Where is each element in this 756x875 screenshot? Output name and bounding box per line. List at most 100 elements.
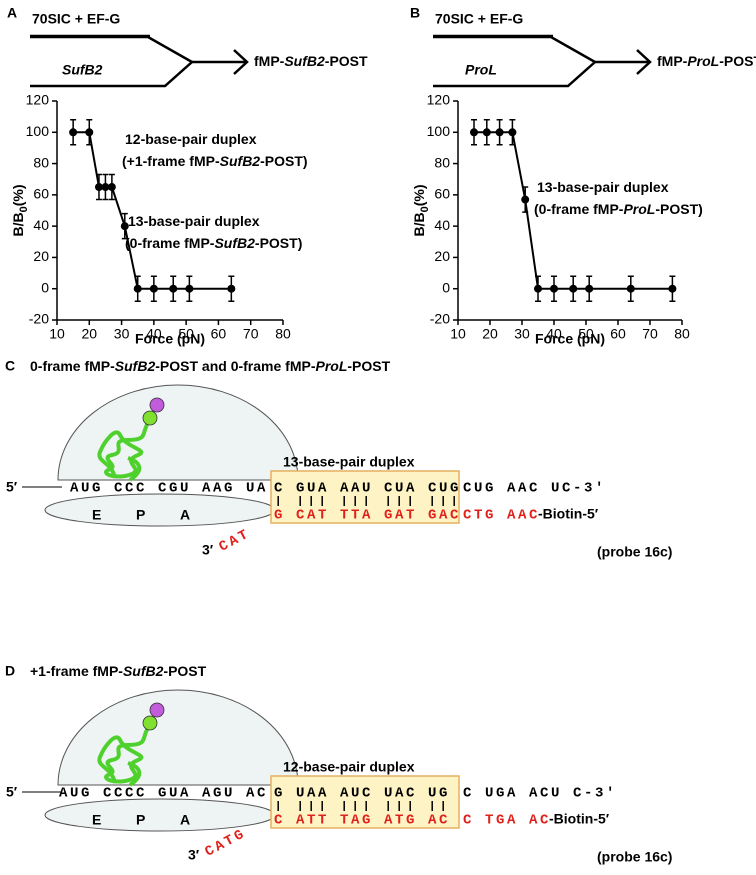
probe-right: CTG AAC — [463, 508, 540, 524]
probe-end: -Biotin-5′ — [549, 811, 610, 827]
five-prime: 5′ — [6, 784, 18, 800]
x-tick-label: 50 — [178, 326, 194, 342]
y-tick-label: 120 — [427, 92, 451, 108]
y-tick-label: 40 — [434, 217, 450, 233]
annotation-part: ProL — [623, 201, 655, 217]
scheme-bottom: SufB2 — [62, 62, 103, 78]
five-prime: 5′ — [6, 479, 18, 495]
annotation-part: 12-base-pair duplex — [125, 131, 257, 147]
y-tick-label: 20 — [33, 248, 49, 264]
marker — [149, 284, 158, 293]
scheme-product-part: SufB2 — [284, 53, 325, 69]
probe-name: (probe 16c) — [597, 544, 672, 560]
x-tick-label: 10 — [49, 326, 65, 342]
x-tick-label: 30 — [114, 326, 130, 342]
probe-name: (probe 16c) — [597, 849, 672, 865]
site-label: E — [92, 507, 101, 523]
panel-label: A — [7, 5, 17, 21]
small-subunit — [57, 384, 299, 481]
x-tick-label: 30 — [514, 326, 530, 342]
marker — [133, 284, 142, 293]
scheme-arrow-line — [595, 49, 652, 75]
y-axis-label-part: (%) — [411, 184, 427, 206]
scheme-product-part: ProL — [687, 53, 719, 69]
scheme-product: fMP-ProL-POST — [657, 53, 756, 69]
y-tick-label: 80 — [33, 154, 49, 170]
marker — [569, 284, 578, 293]
annotation-part: (0-frame fMP- — [534, 201, 624, 217]
trna-ball — [142, 410, 158, 426]
scheme-product-part: -POST — [719, 53, 756, 69]
probe-duplex: C ATT TAG ATG AC — [274, 813, 450, 829]
site-label: A — [180, 812, 190, 828]
y-tick-label: 20 — [434, 248, 450, 264]
mrna-left: AUG CCC CGU AAG UA — [70, 481, 268, 497]
annotation-part: 13-base-pair duplex — [128, 213, 260, 229]
x-tick-label: 60 — [211, 326, 227, 342]
diagram-title: 0-frame fMP-SufB2-POST and 0-frame fMP-P… — [30, 358, 391, 374]
x-tick-label: 40 — [546, 326, 562, 342]
annotation-part: -POST) — [260, 153, 307, 169]
three-prime: 3′ — [188, 847, 200, 863]
duplex-label: 13-base-pair duplex — [283, 454, 415, 470]
x-axis-label: Force (pN) — [535, 331, 605, 347]
x-tick-label: 20 — [482, 326, 498, 342]
mrna-duplex: C GUA AAU CUA CUG — [274, 481, 461, 497]
marker — [495, 128, 504, 137]
amino-acid — [149, 702, 165, 718]
y-axis-label-part: (%) — [10, 184, 26, 206]
site-label: A — [180, 507, 190, 523]
x-tick-label: 70 — [642, 326, 658, 342]
marker — [69, 128, 78, 137]
annotation: 12-base-pair duplex — [125, 131, 257, 147]
marker — [668, 284, 677, 293]
diagram-title: +1-frame fMP-SufB2-POST — [30, 663, 207, 679]
marker — [626, 284, 635, 293]
diagram-title-part: -POST — [163, 663, 206, 679]
scheme-top: 70SIC + EF-G — [32, 11, 120, 27]
marker — [521, 195, 530, 204]
x-tick-label: 50 — [578, 326, 594, 342]
annotation-part: SufB2 — [214, 235, 255, 251]
large-subunit — [44, 493, 276, 527]
marker — [482, 128, 491, 137]
trna-ball — [142, 715, 158, 731]
diagram-title-part: ProL — [316, 358, 348, 374]
duplex-box — [270, 470, 460, 524]
site-label: E — [92, 812, 101, 828]
mrna-duplex: G UAA AUC UAC UG — [274, 786, 450, 802]
x-tick-label: 80 — [674, 326, 690, 342]
diagram-title-part: 0-frame fMP- — [30, 358, 115, 374]
site-label: P — [136, 812, 145, 828]
duplex-label: 12-base-pair duplex — [283, 759, 415, 775]
x-tick-label: 20 — [81, 326, 97, 342]
diagram: D +1-frame fMP-SufB2-POST 12-base-pair dup… — [5, 663, 672, 865]
y-tick-label: 40 — [33, 217, 49, 233]
annotation: 13-base-pair duplex — [128, 213, 260, 229]
y-tick-label: -20 — [430, 311, 450, 327]
annotation-part: (0-frame fMP- — [125, 235, 215, 251]
y-tick-label: 120 — [26, 92, 50, 108]
mrna-right: CUG AAC UC-3′ — [463, 481, 606, 497]
probe-end: -Biotin-5′ — [538, 506, 599, 522]
marker — [94, 183, 103, 192]
annotation: (0-frame fMP-SufB2-POST) — [125, 235, 302, 251]
amino-acid — [149, 397, 165, 413]
scheme-product: fMP-SufB2-POST — [254, 53, 368, 69]
peptide — [97, 418, 152, 482]
three-prime: 3′ — [202, 542, 214, 558]
y-axis-label: B/B0(%) — [411, 184, 431, 236]
marker — [585, 284, 594, 293]
marker — [534, 284, 542, 293]
x-tick-label: 10 — [450, 326, 466, 342]
x-axis-label: Force (pN) — [135, 331, 205, 347]
site-label: P — [136, 507, 145, 523]
peptide — [97, 723, 152, 787]
small-subunit — [57, 689, 299, 786]
marker — [169, 284, 178, 293]
panel-label: C — [5, 358, 15, 374]
y-tick-label: 60 — [434, 186, 450, 202]
y-tick-label: 0 — [41, 279, 49, 295]
x-tick-label: 60 — [610, 326, 626, 342]
